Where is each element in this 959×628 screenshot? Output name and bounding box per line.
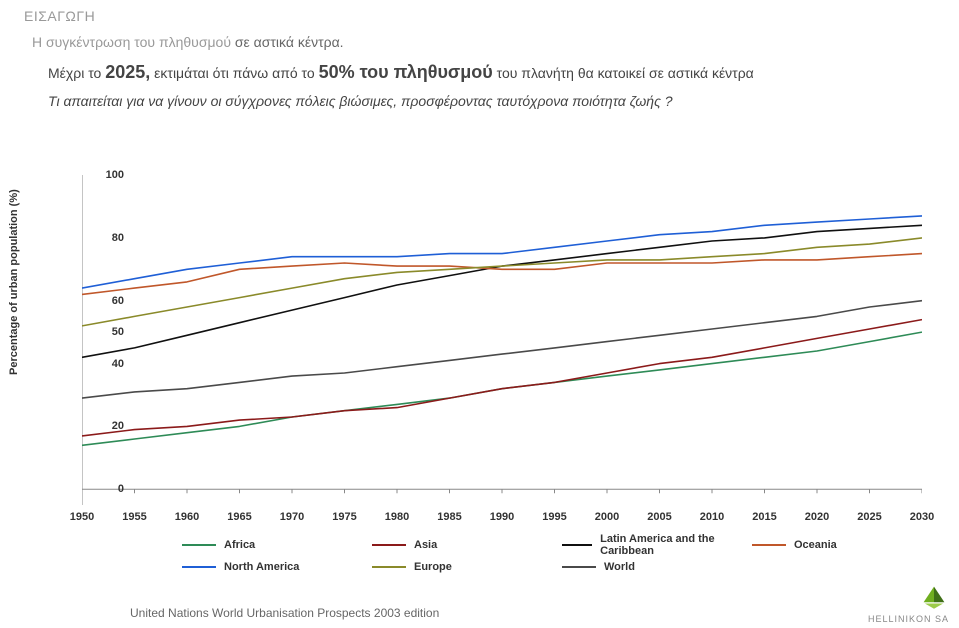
series-line — [82, 238, 922, 326]
legend-swatch-icon — [182, 566, 216, 568]
legend-label: North America — [224, 561, 299, 573]
legend-label: Asia — [414, 539, 437, 551]
x-tick-label: 2005 — [647, 511, 671, 523]
legend-item: North America — [182, 561, 372, 573]
legend-label: Latin America and the Caribbean — [600, 533, 752, 557]
x-tick-label: 1955 — [122, 511, 146, 523]
series-line — [82, 301, 922, 398]
x-tick-label: 2015 — [752, 511, 776, 523]
x-tick-label: 1975 — [332, 511, 356, 523]
brand-name: HELLINIKON SA — [868, 614, 949, 624]
y-tick-label: 80 — [94, 232, 124, 244]
legend-item: World — [562, 561, 752, 573]
x-tick-label: 1950 — [70, 511, 94, 523]
legend-swatch-icon — [372, 566, 406, 568]
x-tick-label: 1985 — [437, 511, 461, 523]
x-tick-label: 1995 — [542, 511, 566, 523]
y-tick-label: 40 — [94, 358, 124, 370]
intro-line-2c: εκτιμάται ότι πάνω από το — [150, 65, 318, 81]
legend-swatch-icon — [752, 544, 786, 546]
intro-line-2: Μέχρι το 2025, εκτιμάται ότι πάνω από το… — [48, 60, 935, 84]
legend-item: Africa — [182, 533, 372, 557]
legend-item: Europe — [372, 561, 562, 573]
x-tick-label: 2025 — [857, 511, 881, 523]
legend-label: Oceania — [794, 539, 837, 551]
intro-line-1b: σε αστικά κέντρα. — [235, 34, 344, 50]
legend-label: Africa — [224, 539, 255, 551]
x-tick-label: 1980 — [385, 511, 409, 523]
legend-item: Latin America and the Caribbean — [562, 533, 752, 557]
x-tick-label: 1965 — [227, 511, 251, 523]
intro-line-1a: Η συγκέντρωση του πληθυσμού — [32, 34, 235, 50]
intro-line-3: Τι απαιτείται για να γίνουν οι σύγχρονες… — [48, 92, 935, 111]
legend-swatch-icon — [182, 544, 216, 546]
legend-swatch-icon — [372, 544, 406, 546]
intro-line-2d: 50% του πληθυσμού — [319, 62, 493, 82]
chart-svg — [82, 175, 922, 505]
brand-logo-icon — [921, 584, 947, 610]
y-tick-label: 0 — [94, 483, 124, 495]
x-tick-label: 2030 — [910, 511, 934, 523]
x-tick-label: 2010 — [700, 511, 724, 523]
legend-label: Europe — [414, 561, 452, 573]
intro-line-2b: 2025, — [105, 62, 150, 82]
intro-line-2a: Μέχρι το — [48, 65, 105, 81]
intro-line-1: Η συγκέντρωση του πληθυσμού σε αστικά κέ… — [32, 34, 935, 50]
x-tick-label: 1990 — [490, 511, 514, 523]
series-line — [82, 320, 922, 436]
y-tick-label: 100 — [94, 169, 124, 181]
legend-swatch-icon — [562, 544, 592, 546]
legend-label: World — [604, 561, 635, 573]
x-tick-label: 2020 — [805, 511, 829, 523]
section-title: ΕΙΣΑΓΩΓΗ — [24, 8, 935, 24]
legend-swatch-icon — [562, 566, 596, 568]
legend-item: Asia — [372, 533, 562, 557]
source-citation: United Nations World Urbanisation Prospe… — [130, 606, 439, 620]
x-tick-label: 2000 — [595, 511, 619, 523]
intro-line-2e: του πλανήτη θα κατοικεί σε αστικά κέντρα — [493, 65, 754, 81]
series-line — [82, 254, 922, 295]
plot-surface — [82, 175, 922, 505]
series-line — [82, 225, 922, 357]
y-tick-label: 20 — [94, 420, 124, 432]
intro-text-block: Η συγκέντρωση του πληθυσμού σε αστικά κέ… — [32, 34, 935, 111]
y-axis-label: Percentage of urban population (%) — [8, 189, 20, 375]
y-tick-label: 60 — [94, 295, 124, 307]
x-tick-label: 1960 — [175, 511, 199, 523]
x-tick-label: 1970 — [280, 511, 304, 523]
y-tick-label: 50 — [94, 326, 124, 338]
chart-area: Percentage of urban population (%) 02040… — [52, 175, 942, 555]
legend-item: Oceania — [752, 533, 942, 557]
legend: Africa Asia Latin America and the Caribbea… — [182, 533, 942, 577]
